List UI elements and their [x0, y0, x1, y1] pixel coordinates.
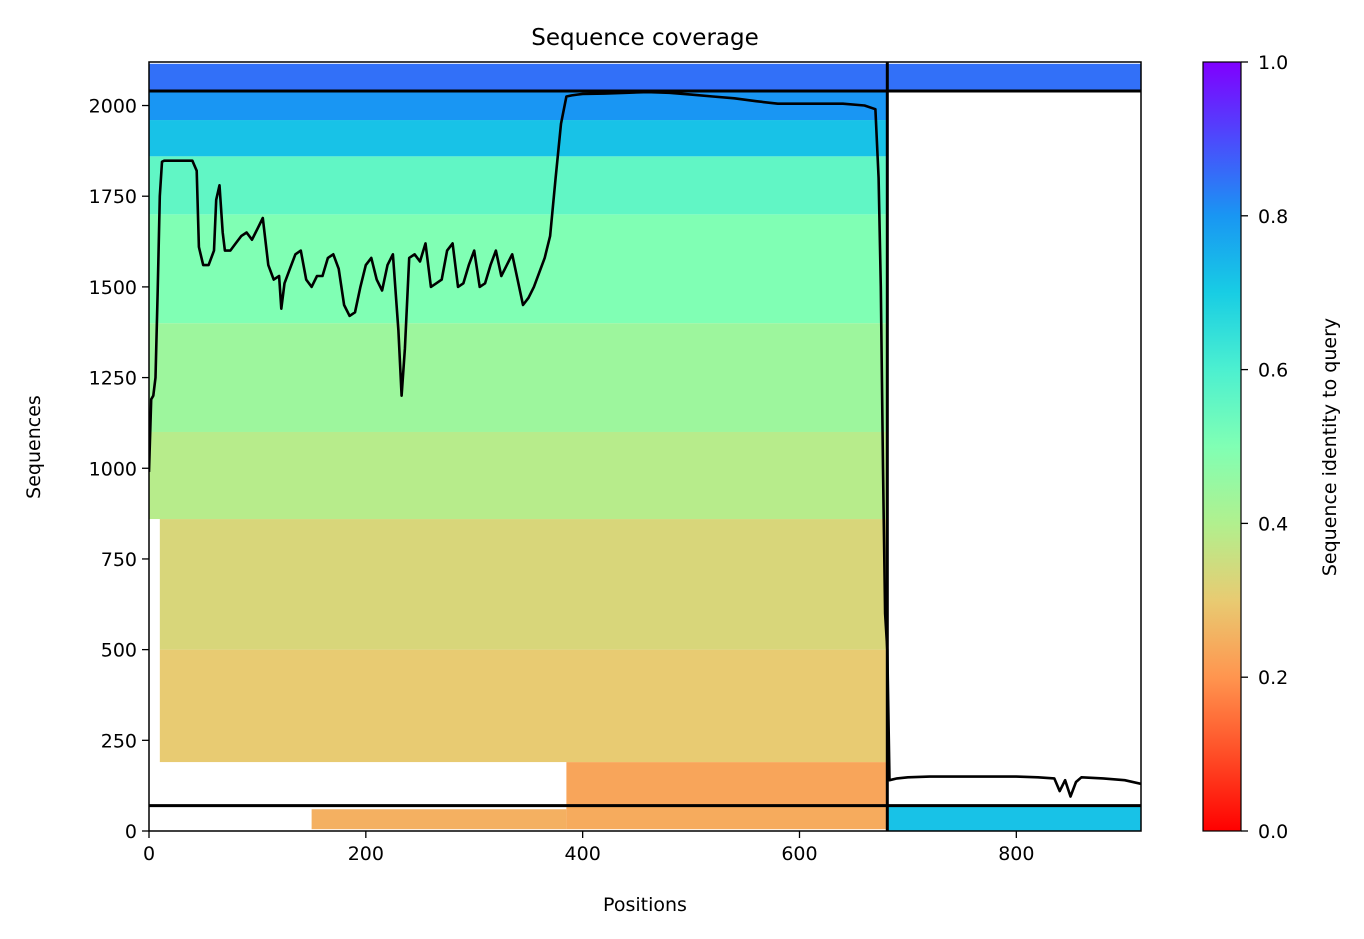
colorbar-ticks: 0.0 0.2 0.4 0.6 0.8 1.0 [1241, 52, 1288, 843]
colorbar-gradient [1202, 61, 1242, 832]
colorbar-tick-label: 1.0 [1258, 52, 1288, 74]
y-tick-label: 250 [101, 730, 137, 752]
colorbar: 0.0 0.2 0.4 0.6 0.8 1.0 Sequence identity to … [1202, 52, 1341, 843]
y-tick-label: 500 [101, 640, 137, 662]
colorbar-tick-label: 0.2 [1258, 667, 1288, 689]
identity-band [566, 762, 888, 806]
y-tick-label: 750 [101, 549, 137, 571]
x-axis: 0 200 400 600 800 [143, 831, 1034, 865]
identity-band [149, 323, 888, 432]
y-tick-label: 1250 [89, 368, 137, 390]
identity-band [159, 519, 888, 650]
identity-band [149, 214, 888, 324]
identity-band [149, 91, 888, 121]
heatmap-bands [149, 63, 1141, 831]
y-axis: 0 250 500 750 1000 1250 1500 1750 2000 [89, 96, 149, 843]
x-axis-label: Positions [603, 894, 687, 916]
identity-band [149, 156, 888, 215]
chart-title: Sequence coverage [531, 25, 759, 51]
identity-band [887, 805, 1141, 831]
colorbar-tick-label: 0.0 [1258, 821, 1288, 843]
identity-band [311, 809, 567, 830]
x-tick-label: 200 [348, 843, 384, 865]
colorbar-tick-label: 0.6 [1258, 360, 1288, 382]
colorbar-label: Sequence identity to query [1319, 318, 1341, 576]
y-axis-label: Sequences [23, 395, 45, 499]
identity-band [149, 63, 888, 92]
identity-band [887, 63, 1141, 92]
y-tick-label: 0 [125, 821, 137, 843]
identity-band [566, 805, 888, 830]
identity-band [149, 120, 888, 157]
y-tick-label: 2000 [89, 96, 137, 118]
x-tick-label: 600 [781, 843, 817, 865]
x-tick-label: 400 [565, 843, 601, 865]
plot-frame [148, 61, 1142, 832]
chain-boundary-layer [149, 62, 1141, 831]
coverage-line [149, 90, 1141, 798]
x-tick-label: 800 [998, 843, 1034, 865]
colorbar-tick-label: 0.4 [1258, 513, 1288, 535]
coverage-line-layer [149, 90, 1141, 798]
colorbar-tick-label: 0.8 [1258, 206, 1288, 228]
identity-band [149, 431, 888, 520]
identity-band [159, 649, 888, 763]
y-tick-label: 1750 [89, 186, 137, 208]
x-tick-label: 0 [143, 843, 155, 865]
y-tick-label: 1500 [89, 277, 137, 299]
y-tick-label: 1000 [89, 458, 137, 480]
